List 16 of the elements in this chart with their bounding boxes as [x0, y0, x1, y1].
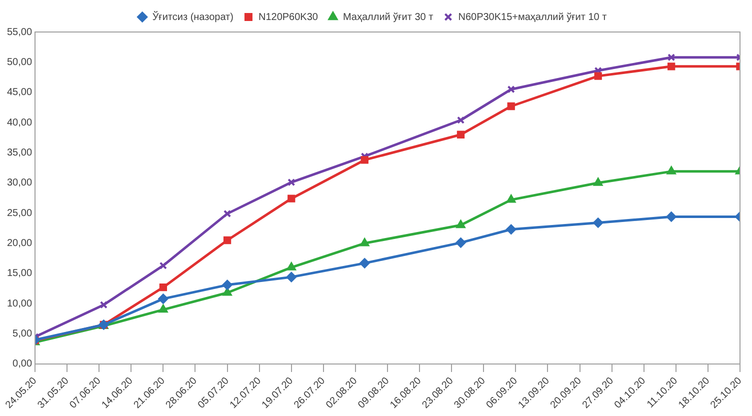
y-tick-label: 30,00	[6, 178, 32, 189]
y-tick-label: 50,00	[6, 56, 32, 68]
y-tick-label: 35,00	[6, 147, 32, 158]
legend-label: Ўғитсиз (назорат)	[152, 10, 234, 23]
y-tick-label: 40,00	[6, 117, 32, 128]
y-tick-label: 0,00	[12, 358, 32, 370]
legend-label: N60P30K15+маҳаллий ўғит 10 т	[458, 12, 608, 23]
y-tick-label: 45,00	[6, 87, 32, 98]
y-tick-label: 5,00	[12, 328, 32, 340]
y-tick-label: 25,00	[6, 208, 32, 219]
y-tick-label: 20,00	[6, 238, 32, 250]
y-tick-label: 10,00	[6, 298, 32, 310]
legend-label: N120P60K30	[258, 12, 318, 23]
legend-label: Маҳаллий ўғит 30 т	[342, 12, 434, 23]
y-tick-label: 15,00	[6, 268, 32, 280]
y-tick-label: 55,00	[6, 26, 32, 38]
